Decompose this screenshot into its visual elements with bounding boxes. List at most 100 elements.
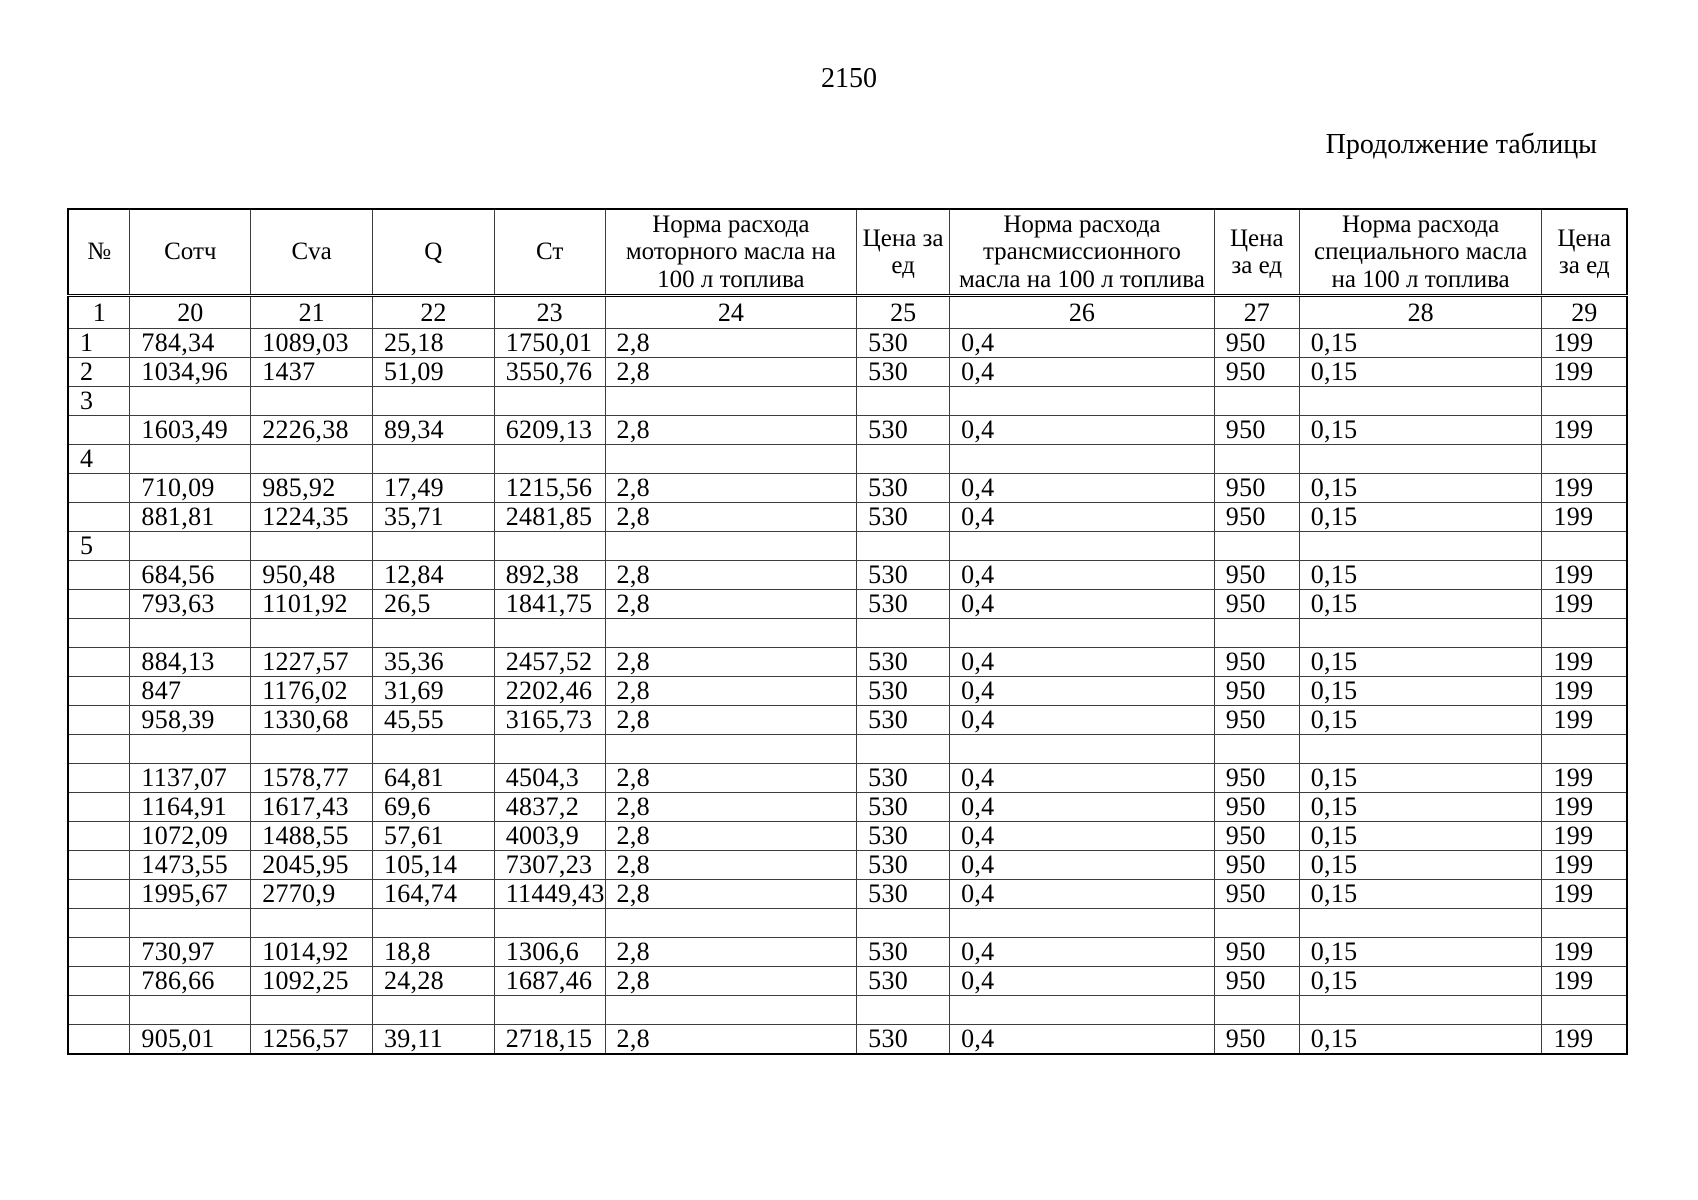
table-cell: 1089,03 bbox=[250, 328, 373, 358]
table-cell: 0,4 bbox=[949, 676, 1215, 706]
table-row: 884,13 1227,57 35,36 2457,52 2,8 530 0,4 950 0,1… bbox=[67, 647, 1628, 677]
table-cell: 1215,56 bbox=[493, 473, 606, 503]
table-cell: 4 bbox=[67, 444, 131, 474]
column-number-cell: 25 bbox=[856, 295, 951, 329]
table-row bbox=[67, 995, 1628, 1025]
header-cell-unit-price-1: Цена за ед bbox=[856, 208, 951, 297]
table-cell: 26,5 bbox=[371, 589, 495, 619]
table-cell: 4504,3 bbox=[493, 763, 606, 793]
table-cell: 0,15 bbox=[1298, 966, 1543, 996]
table-cell: 0,15 bbox=[1298, 937, 1543, 967]
table-cell: 1578,77 bbox=[250, 763, 373, 793]
table-cell: 2481,85 bbox=[493, 502, 606, 532]
table-cell: 31,69 bbox=[371, 676, 495, 706]
column-number-cell: 22 bbox=[371, 295, 495, 329]
header-cell-cva: Cva bbox=[250, 208, 373, 297]
table-cell: 1 bbox=[67, 328, 131, 358]
table-cell: 950 bbox=[1213, 1024, 1300, 1055]
table-cell: 950 bbox=[1213, 502, 1300, 532]
table-cell: 199 bbox=[1541, 821, 1628, 851]
table-body: 1 784,34 1089,03 25,18 1750,01 2,8 530 0,4 950 0,… bbox=[67, 328, 1628, 1055]
table-cell: 1227,57 bbox=[250, 647, 373, 677]
table-cell: 0,4 bbox=[949, 705, 1215, 735]
table-cell: 530 bbox=[856, 850, 951, 880]
column-number-cell: 27 bbox=[1213, 295, 1300, 329]
table-cell: 1473,55 bbox=[129, 850, 252, 880]
table-cell bbox=[856, 734, 951, 764]
table-cell: 0,4 bbox=[949, 589, 1215, 619]
table-cell: 24,28 bbox=[371, 966, 495, 996]
table-cell bbox=[250, 386, 373, 416]
table-cell: 1617,43 bbox=[250, 792, 373, 822]
table-cell bbox=[856, 531, 951, 561]
table-cell: 0,15 bbox=[1298, 357, 1543, 387]
column-number-cell: 29 bbox=[1541, 295, 1628, 329]
table-cell: 1072,09 bbox=[129, 821, 252, 851]
table-cell: 1164,91 bbox=[129, 792, 252, 822]
table-row: 793,63 1101,92 26,5 1841,75 2,8 530 0,4 950 0,15… bbox=[67, 589, 1628, 619]
table-row: 3 bbox=[67, 386, 1628, 416]
table-cell: 884,13 bbox=[129, 647, 252, 677]
table-cell: 530 bbox=[856, 705, 951, 735]
table-row: 1164,91 1617,43 69,6 4837,2 2,8 530 0,4 950 0,15… bbox=[67, 792, 1628, 822]
table-cell bbox=[949, 531, 1215, 561]
table-cell: 0,15 bbox=[1298, 821, 1543, 851]
column-number-cell: 24 bbox=[604, 295, 858, 329]
table-cell: 0,15 bbox=[1298, 502, 1543, 532]
table-cell: 199 bbox=[1541, 328, 1628, 358]
table-cell: 2,8 bbox=[604, 647, 858, 677]
header-cell-unit-price-2: Цена за ед bbox=[1213, 208, 1300, 297]
table-cell: 0,15 bbox=[1298, 850, 1543, 880]
table-cell: 2,8 bbox=[604, 705, 858, 735]
table-cell: 950 bbox=[1213, 357, 1300, 387]
table-cell: 905,01 bbox=[129, 1024, 252, 1055]
table-cell bbox=[250, 734, 373, 764]
table-cell bbox=[856, 386, 951, 416]
table-cell: 199 bbox=[1541, 647, 1628, 677]
column-number-row: 1 20 21 22 23 24 25 26 27 28 29 bbox=[67, 295, 1628, 329]
table-cell bbox=[250, 444, 373, 474]
table-cell: 1750,01 bbox=[493, 328, 606, 358]
table-cell: 0,15 bbox=[1298, 589, 1543, 619]
table-cell: 0,4 bbox=[949, 415, 1215, 445]
table-cell: 1176,02 bbox=[250, 676, 373, 706]
table-cell: 199 bbox=[1541, 879, 1628, 909]
table-cell: 51,09 bbox=[371, 357, 495, 387]
table-cell: 2,8 bbox=[604, 850, 858, 880]
table-cell: 1224,35 bbox=[250, 502, 373, 532]
table-cell: 0,15 bbox=[1298, 1024, 1543, 1055]
table-cell: 950,48 bbox=[250, 560, 373, 590]
table-cell: 530 bbox=[856, 966, 951, 996]
table-cell bbox=[67, 850, 131, 880]
table-cell: 1330,68 bbox=[250, 705, 373, 735]
table-cell: 0,15 bbox=[1298, 473, 1543, 503]
table-cell bbox=[129, 734, 252, 764]
table-cell: 0,4 bbox=[949, 850, 1215, 880]
data-table: № Сотч Cva Q Ст Норма расхода моторного … bbox=[67, 208, 1628, 1055]
table-row bbox=[67, 734, 1628, 764]
table-cell: 530 bbox=[856, 937, 951, 967]
table-cell: 4003,9 bbox=[493, 821, 606, 851]
table-cell: 69,6 bbox=[371, 792, 495, 822]
table-cell: 684,56 bbox=[129, 560, 252, 590]
column-number-cell: 28 bbox=[1298, 295, 1543, 329]
table-cell: 530 bbox=[856, 473, 951, 503]
table-cell: 199 bbox=[1541, 792, 1628, 822]
table-cell bbox=[129, 531, 252, 561]
table-cell bbox=[1541, 734, 1628, 764]
table-cell: 0,4 bbox=[949, 821, 1215, 851]
table-cell: 950 bbox=[1213, 560, 1300, 590]
column-number-cell: 20 bbox=[129, 295, 252, 329]
table-cell: 199 bbox=[1541, 473, 1628, 503]
column-number-cell: 23 bbox=[493, 295, 606, 329]
table-cell: 2202,46 bbox=[493, 676, 606, 706]
table-cell: 2,8 bbox=[604, 560, 858, 590]
table-cell: 11449,43 bbox=[493, 879, 606, 909]
table-row: 1473,55 2045,95 105,14 7307,23 2,8 530 0,4 950 0… bbox=[67, 850, 1628, 880]
table-cell: 2 bbox=[67, 357, 131, 387]
table-cell bbox=[129, 618, 252, 648]
table-cell: 18,8 bbox=[371, 937, 495, 967]
table-cell: 2,8 bbox=[604, 473, 858, 503]
table-cell bbox=[1213, 618, 1300, 648]
table-cell: 1137,07 bbox=[129, 763, 252, 793]
